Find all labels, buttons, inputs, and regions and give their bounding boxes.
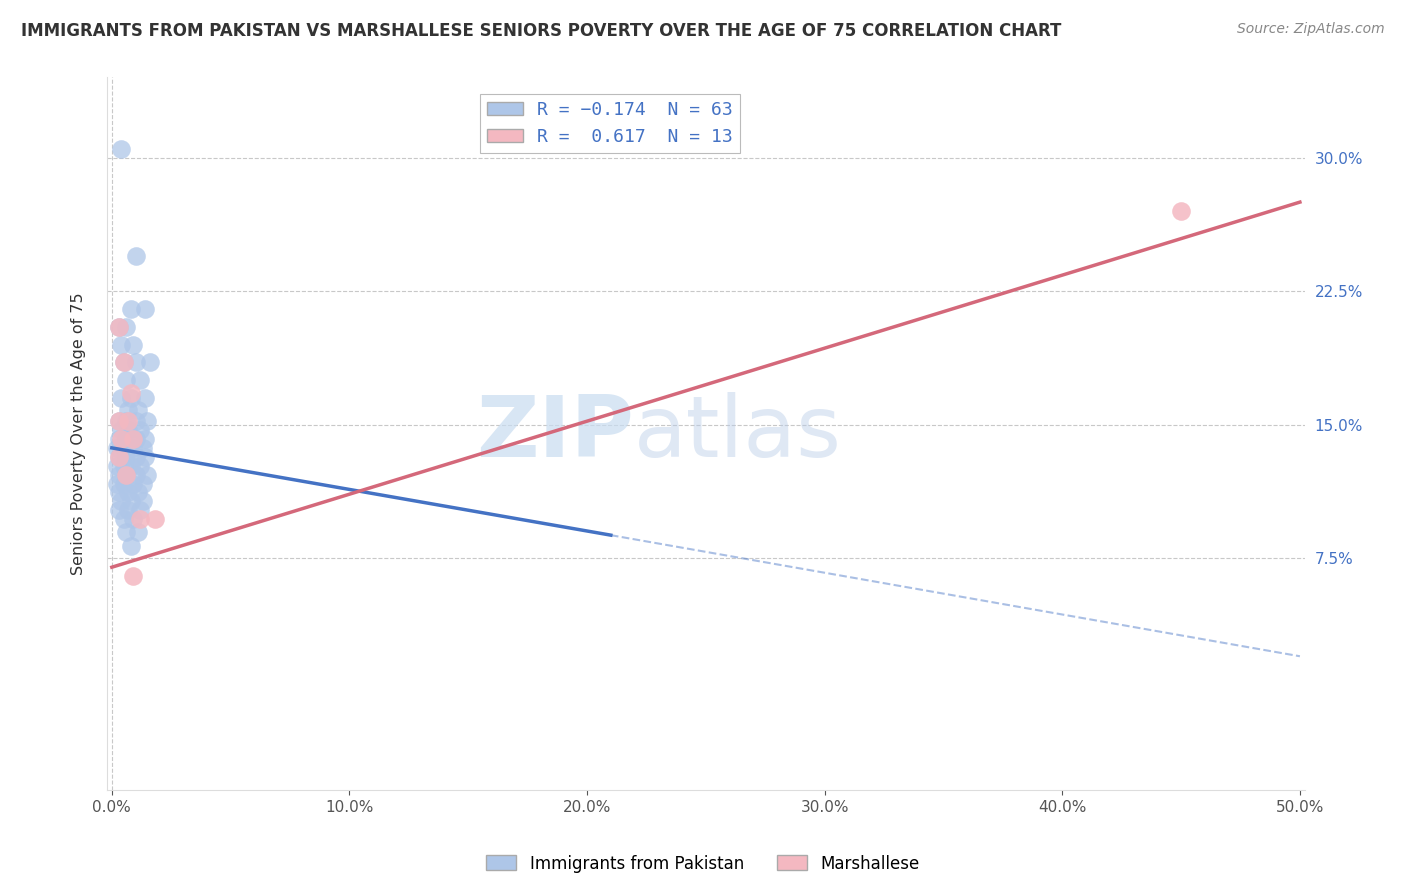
Point [124, 414, 146, 428]
Point [117, 503, 139, 517]
Point [127, 524, 149, 539]
Point [122, 337, 145, 351]
Point [134, 450, 156, 464]
Point [110, 391, 132, 405]
Legend: R = −0.174  N = 63, R =  0.617  N = 13: R = −0.174 N = 63, R = 0.617 N = 13 [479, 94, 741, 153]
Point [115, 373, 138, 387]
Point [127, 403, 149, 417]
Point [112, 512, 135, 526]
Point [110, 337, 132, 351]
Point [124, 467, 146, 482]
Point [108, 450, 131, 464]
Point [108, 450, 131, 464]
Point [129, 458, 152, 473]
Point [110, 423, 132, 437]
Point [120, 539, 142, 553]
Legend: Immigrants from Pakistan, Marshallese: Immigrants from Pakistan, Marshallese [479, 848, 927, 880]
Point [132, 476, 155, 491]
Point [136, 414, 159, 428]
Point [120, 494, 142, 508]
Y-axis label: Seniors Poverty Over the Age of 75: Seniors Poverty Over the Age of 75 [72, 293, 86, 575]
Point [124, 248, 146, 262]
Point [108, 467, 131, 482]
Point [108, 414, 131, 428]
Point [122, 432, 145, 446]
Point [136, 467, 159, 482]
Point [134, 301, 156, 316]
Point [117, 423, 139, 437]
Point [115, 450, 138, 464]
Point [120, 385, 142, 400]
Point [115, 467, 138, 482]
Text: ZIP: ZIP [477, 392, 634, 475]
Point [1170, 204, 1192, 219]
Point [110, 432, 132, 446]
Point [115, 524, 138, 539]
Point [117, 414, 139, 428]
Point [132, 494, 155, 508]
Point [115, 319, 138, 334]
Point [120, 458, 142, 473]
Point [108, 414, 131, 428]
Point [120, 391, 142, 405]
Point [124, 432, 146, 446]
Point [112, 476, 135, 491]
Point [132, 441, 155, 455]
Point [108, 432, 131, 446]
Point [112, 355, 135, 369]
Point [117, 403, 139, 417]
Point [120, 301, 142, 316]
Point [122, 441, 145, 455]
Point [115, 467, 138, 482]
Point [110, 494, 132, 508]
Text: IMMIGRANTS FROM PAKISTAN VS MARSHALLESE SENIORS POVERTY OVER THE AGE OF 75 CORRE: IMMIGRANTS FROM PAKISTAN VS MARSHALLESE … [21, 22, 1062, 40]
Point [115, 414, 138, 428]
Text: atlas: atlas [634, 392, 842, 475]
Point [108, 485, 131, 500]
Point [129, 512, 152, 526]
Point [129, 423, 152, 437]
Point [122, 512, 145, 526]
Point [134, 432, 156, 446]
Point [129, 373, 152, 387]
Point [124, 450, 146, 464]
Point [108, 319, 131, 334]
Point [105, 458, 128, 473]
Point [129, 503, 152, 517]
Point [105, 441, 128, 455]
Point [108, 319, 131, 334]
Point [112, 458, 135, 473]
Point [110, 142, 132, 156]
Point [122, 569, 145, 583]
Point [112, 441, 135, 455]
Point [124, 355, 146, 369]
Point [139, 355, 162, 369]
Point [105, 476, 128, 491]
Point [122, 476, 145, 491]
Point [115, 432, 138, 446]
Point [112, 355, 135, 369]
Point [127, 485, 149, 500]
Point [108, 503, 131, 517]
Point [134, 391, 156, 405]
Point [117, 485, 139, 500]
Text: Source: ZipAtlas.com: Source: ZipAtlas.com [1237, 22, 1385, 37]
Point [143, 512, 166, 526]
